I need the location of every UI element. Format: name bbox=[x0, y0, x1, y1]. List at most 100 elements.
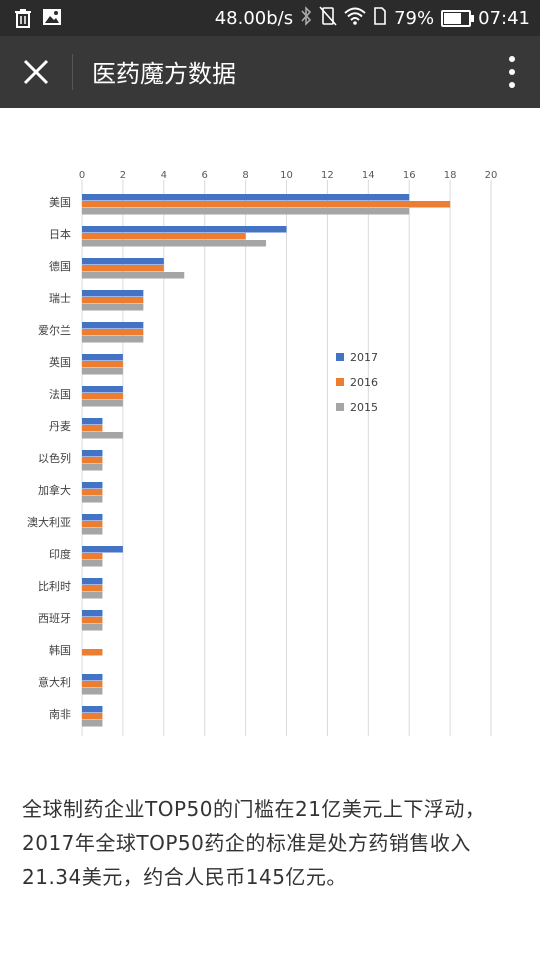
bar bbox=[82, 688, 103, 695]
bar bbox=[82, 649, 103, 656]
title-divider bbox=[72, 54, 73, 90]
x-tick-label: 12 bbox=[321, 170, 334, 181]
bar bbox=[82, 368, 123, 375]
x-tick-label: 18 bbox=[444, 170, 457, 181]
chart-image: 0 2 4 6 8 10 12 14 16 18 20 美国日本德国瑞士爱尔兰英国法国丹麦以色列加拿大… bbox=[0, 108, 540, 768]
category-label: 爱尔兰 bbox=[38, 324, 71, 337]
network-speed: 48.00b/s bbox=[214, 8, 294, 29]
bar bbox=[82, 272, 185, 279]
legend-label: 2015 bbox=[350, 401, 378, 414]
bar bbox=[82, 674, 103, 681]
close-icon bbox=[23, 59, 49, 85]
bluetooth-icon bbox=[300, 6, 312, 31]
x-tick-label: 6 bbox=[202, 170, 208, 181]
bar bbox=[82, 400, 123, 407]
title-bar: 医药魔方数据 bbox=[0, 36, 540, 108]
bar bbox=[82, 425, 103, 432]
bar bbox=[82, 521, 103, 528]
legend-swatch bbox=[336, 353, 344, 361]
bar bbox=[82, 464, 103, 471]
bar bbox=[82, 329, 144, 336]
bar bbox=[82, 432, 123, 439]
clock: 07:41 bbox=[478, 8, 530, 29]
x-tick-label: 10 bbox=[280, 170, 293, 181]
category-label: 加拿大 bbox=[38, 483, 71, 497]
legend-label: 2017 bbox=[350, 351, 378, 364]
bar bbox=[82, 336, 144, 343]
bar-chart: 0 2 4 6 8 10 12 14 16 18 20 美国日本德国瑞士爱尔兰英国法国丹麦以色列加拿大… bbox=[27, 170, 498, 736]
category-label: 南非 bbox=[49, 708, 71, 721]
category-label: 澳大利亚 bbox=[27, 515, 71, 529]
bar bbox=[82, 418, 103, 425]
category-label: 意大利 bbox=[38, 675, 71, 689]
bar bbox=[82, 482, 103, 489]
legend-swatch bbox=[336, 403, 344, 411]
bar bbox=[82, 489, 103, 496]
bar bbox=[82, 194, 410, 201]
category-label: 以色列 bbox=[38, 451, 71, 465]
bar bbox=[82, 713, 103, 720]
x-tick-label: 2 bbox=[120, 170, 126, 181]
image-icon bbox=[42, 8, 62, 33]
x-tick-label: 14 bbox=[362, 170, 375, 181]
x-tick-label: 8 bbox=[242, 170, 248, 181]
bar bbox=[82, 304, 144, 311]
bar bbox=[82, 258, 164, 265]
page-title: 医药魔方数据 bbox=[92, 60, 236, 88]
category-label: 西班牙 bbox=[38, 612, 71, 625]
trash-icon bbox=[14, 8, 32, 33]
bar bbox=[82, 457, 103, 464]
category-label: 德国 bbox=[49, 259, 71, 273]
bar bbox=[82, 681, 103, 688]
x-tick-label: 4 bbox=[161, 170, 167, 181]
category-label: 丹麦 bbox=[49, 420, 71, 433]
bar bbox=[82, 361, 123, 368]
wifi-icon bbox=[344, 7, 366, 30]
category-label: 日本 bbox=[49, 227, 71, 241]
bar bbox=[82, 386, 123, 393]
bar bbox=[82, 290, 144, 297]
status-bar: 48.00b/s 79% 07:41 bbox=[0, 0, 540, 36]
bar bbox=[82, 233, 246, 240]
bar bbox=[82, 624, 103, 631]
bar bbox=[82, 546, 123, 553]
bar bbox=[82, 265, 164, 272]
more-vertical-icon bbox=[509, 56, 515, 88]
close-button[interactable] bbox=[14, 50, 58, 94]
category-label: 印度 bbox=[49, 547, 71, 561]
sim-icon bbox=[373, 7, 387, 30]
bar bbox=[82, 393, 123, 400]
bar bbox=[82, 201, 451, 208]
bar bbox=[82, 450, 103, 457]
bar bbox=[82, 553, 103, 560]
bar bbox=[82, 592, 103, 599]
article-paragraph: 全球制药企业TOP50的门槛在21亿美元上下浮动，2017年全球TOP50药企的… bbox=[22, 797, 486, 889]
category-label: 法国 bbox=[49, 387, 71, 401]
bar bbox=[82, 208, 410, 215]
x-tick-label: 20 bbox=[485, 170, 498, 181]
battery-icon bbox=[441, 10, 475, 27]
bar bbox=[82, 354, 123, 361]
bar bbox=[82, 496, 103, 503]
x-tick-label: 16 bbox=[403, 170, 416, 181]
bar bbox=[82, 297, 144, 304]
category-label: 英国 bbox=[49, 355, 71, 369]
bar bbox=[82, 528, 103, 535]
more-button[interactable] bbox=[504, 52, 520, 92]
category-label: 韩国 bbox=[49, 643, 71, 657]
bar bbox=[82, 706, 103, 713]
legend-label: 2016 bbox=[350, 376, 378, 389]
bar bbox=[82, 226, 287, 233]
x-tick-label: 0 bbox=[79, 170, 85, 181]
category-label: 美国 bbox=[49, 196, 71, 209]
bar bbox=[82, 610, 103, 617]
bar bbox=[82, 617, 103, 624]
category-label: 瑞士 bbox=[49, 291, 71, 305]
battery-percent: 79% bbox=[394, 8, 435, 29]
bar bbox=[82, 240, 267, 247]
category-label: 比利时 bbox=[38, 580, 71, 593]
legend-swatch bbox=[336, 378, 344, 386]
bar bbox=[82, 514, 103, 521]
bar bbox=[82, 560, 103, 567]
vibrate-icon bbox=[319, 6, 337, 31]
